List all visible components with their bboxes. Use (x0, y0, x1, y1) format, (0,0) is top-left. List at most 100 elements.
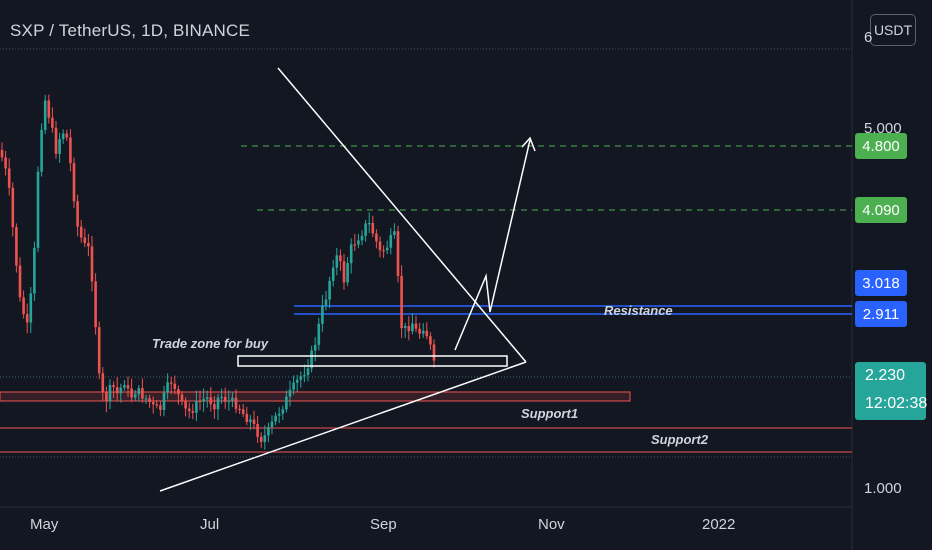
candle-body (331, 267, 335, 281)
candle-body (432, 344, 436, 361)
candle-body (151, 402, 155, 405)
candle-body (130, 388, 133, 398)
candle-body (385, 247, 389, 251)
candle-body (72, 163, 76, 202)
candle-body (393, 231, 396, 236)
candle-body (148, 398, 151, 403)
candle-body (418, 328, 421, 334)
candle-body (357, 240, 360, 245)
x-tick-sep: Sep (370, 516, 397, 533)
candle-body (108, 385, 112, 402)
support1-zone (0, 391, 631, 402)
candle-body (169, 382, 173, 384)
candle-body (216, 397, 220, 410)
candle-body (299, 376, 303, 380)
candle-body (274, 415, 277, 422)
candle-body (141, 388, 144, 399)
candle-body (173, 383, 177, 390)
candle-body (389, 235, 393, 248)
candle-body (288, 389, 292, 397)
candle-body (213, 404, 216, 410)
candle-body (375, 233, 378, 242)
candle-body (184, 400, 187, 409)
candle-body (137, 388, 141, 395)
projection-path (454, 139, 531, 351)
candle-body (223, 396, 227, 402)
target-4090-tag: 4.090 (855, 197, 907, 223)
candle-body (310, 350, 313, 369)
candle-body (285, 396, 288, 410)
y-tick-5: 5.000 (864, 120, 902, 137)
resistance-label: Resistance (604, 303, 673, 318)
candle-body (360, 235, 364, 241)
candle-body (90, 246, 94, 282)
candle-body (40, 129, 43, 172)
candle-body (306, 368, 310, 376)
candle-body (15, 227, 18, 266)
candle-body (227, 400, 231, 402)
candle-body (321, 305, 324, 324)
resistance-2911-tag: 2.911 (855, 301, 907, 327)
x-tick-2022: 2022 (702, 516, 736, 533)
candle-body (349, 244, 353, 264)
candle-body (378, 241, 382, 251)
candle-body (29, 293, 33, 323)
currency-button[interactable]: USDT (870, 14, 916, 46)
candle-body (126, 385, 130, 389)
candle-body (414, 323, 418, 329)
candle-body (382, 250, 385, 252)
candle-body (11, 187, 15, 228)
candle-body (112, 385, 115, 388)
candle-body (292, 382, 295, 390)
last-price: 2.230 (865, 367, 906, 384)
candle-body (400, 275, 403, 329)
candle-body (339, 255, 342, 262)
candle-body (335, 255, 339, 268)
buy-zone-box (237, 355, 508, 367)
candlestick-series (0, 94, 436, 450)
y-tick-6: 6 (864, 29, 873, 46)
candle-body (259, 436, 263, 442)
projection-arrowhead (521, 136, 536, 152)
candle-body (65, 133, 69, 138)
candle-body (101, 373, 105, 392)
candle-body (411, 323, 414, 332)
target-4800-tag: 4.800 (855, 133, 907, 159)
candle-body (33, 247, 36, 294)
bar-countdown: 12:02:38 (865, 395, 928, 412)
x-tick-may: May (30, 516, 59, 533)
candle-body (119, 387, 123, 394)
candle-body (180, 394, 184, 401)
candle-body (25, 314, 29, 323)
candle-body (245, 413, 249, 422)
candle-body (234, 397, 238, 409)
candle-body (155, 404, 159, 406)
candle-body (220, 396, 223, 399)
candle-body (187, 408, 191, 412)
candle-body (94, 281, 97, 328)
candle-body (263, 435, 267, 442)
candle-body (328, 280, 331, 300)
candle-body (159, 405, 162, 410)
candle-body (0, 150, 4, 158)
candle-body (346, 263, 349, 283)
candle-body (43, 100, 47, 130)
last-price-box: 2.230 12:02:38 (855, 362, 928, 420)
candle-body (18, 265, 22, 298)
candle-body (83, 237, 87, 244)
candle-body (162, 392, 166, 410)
y-tick-1: 1.000 (864, 480, 902, 497)
candle-body (238, 408, 241, 411)
candle-body (105, 391, 108, 402)
candle-body (267, 427, 270, 436)
candle-body (364, 223, 367, 236)
candle-body (97, 327, 101, 374)
candle-body (313, 344, 317, 351)
candle-body (407, 326, 411, 332)
candle-body (47, 100, 51, 118)
candle-body (51, 117, 54, 128)
candle-body (144, 398, 148, 400)
trade-zone-label: Trade zone for buy (152, 336, 269, 351)
candle-body (79, 226, 83, 238)
